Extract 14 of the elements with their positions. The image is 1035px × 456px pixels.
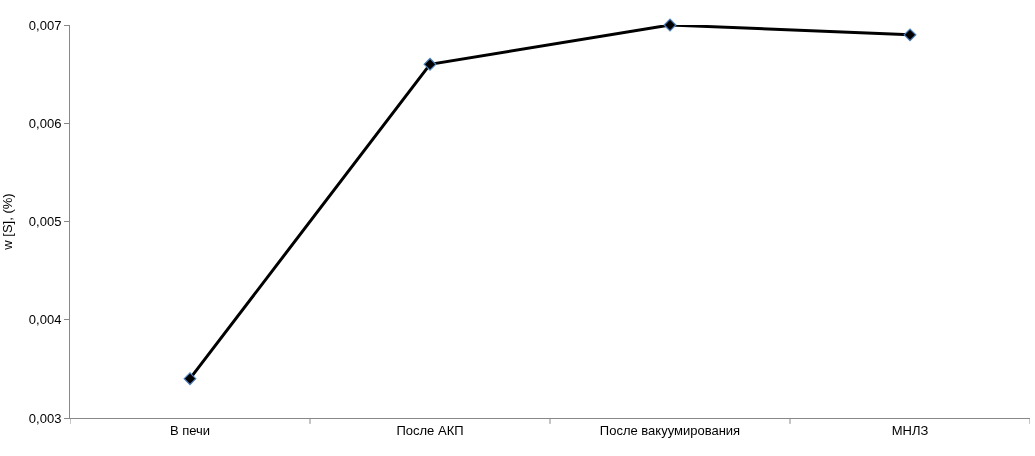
y-tick-label: 0,007 xyxy=(28,17,62,33)
y-tick-label: 0,006 xyxy=(28,115,62,131)
point xyxy=(903,28,917,42)
point xyxy=(423,57,437,71)
y-tick-label: 0,004 xyxy=(28,312,62,328)
x-tick-label: После АКП xyxy=(396,422,464,438)
y-axis-title: w [S], (%) xyxy=(0,193,15,251)
point xyxy=(183,372,197,386)
y-tick-label: 0,005 xyxy=(28,214,62,230)
x-tick-label: После вакуумирования xyxy=(599,422,741,438)
point xyxy=(663,18,677,32)
x-tick-label: В печи xyxy=(169,422,211,438)
x-tick-label: МНЛЗ xyxy=(891,422,929,438)
y-tick-label: 0,003 xyxy=(28,410,62,426)
